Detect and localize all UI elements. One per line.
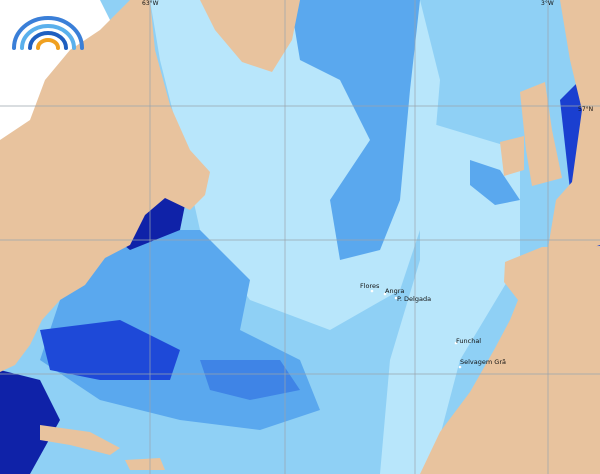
ocean-mid bbox=[290, 0, 420, 260]
ocean-darkest bbox=[0, 370, 60, 474]
place-label: Angra bbox=[385, 287, 404, 295]
ocean-deep bbox=[200, 360, 300, 400]
place-label: Selvagem Grã bbox=[460, 358, 506, 366]
place-dot bbox=[394, 296, 398, 300]
ocean-deep bbox=[40, 320, 180, 380]
longitude-label: 63°W bbox=[142, 0, 159, 7]
place-dot bbox=[370, 289, 374, 293]
place-label: Funchal bbox=[456, 337, 481, 345]
place-label: P. Delgada bbox=[397, 295, 431, 303]
logo bbox=[12, 16, 84, 50]
place-dot bbox=[454, 341, 458, 345]
place-label: Flores bbox=[360, 282, 380, 290]
ocean-mid bbox=[470, 160, 520, 205]
latitude-label: 57°N bbox=[578, 106, 593, 113]
place-dot bbox=[458, 365, 462, 369]
places: Flores Angra P. Delgada Funchal Selvagem… bbox=[360, 282, 506, 369]
longitude-label: 3°W bbox=[541, 0, 554, 7]
place-dot bbox=[383, 292, 387, 296]
